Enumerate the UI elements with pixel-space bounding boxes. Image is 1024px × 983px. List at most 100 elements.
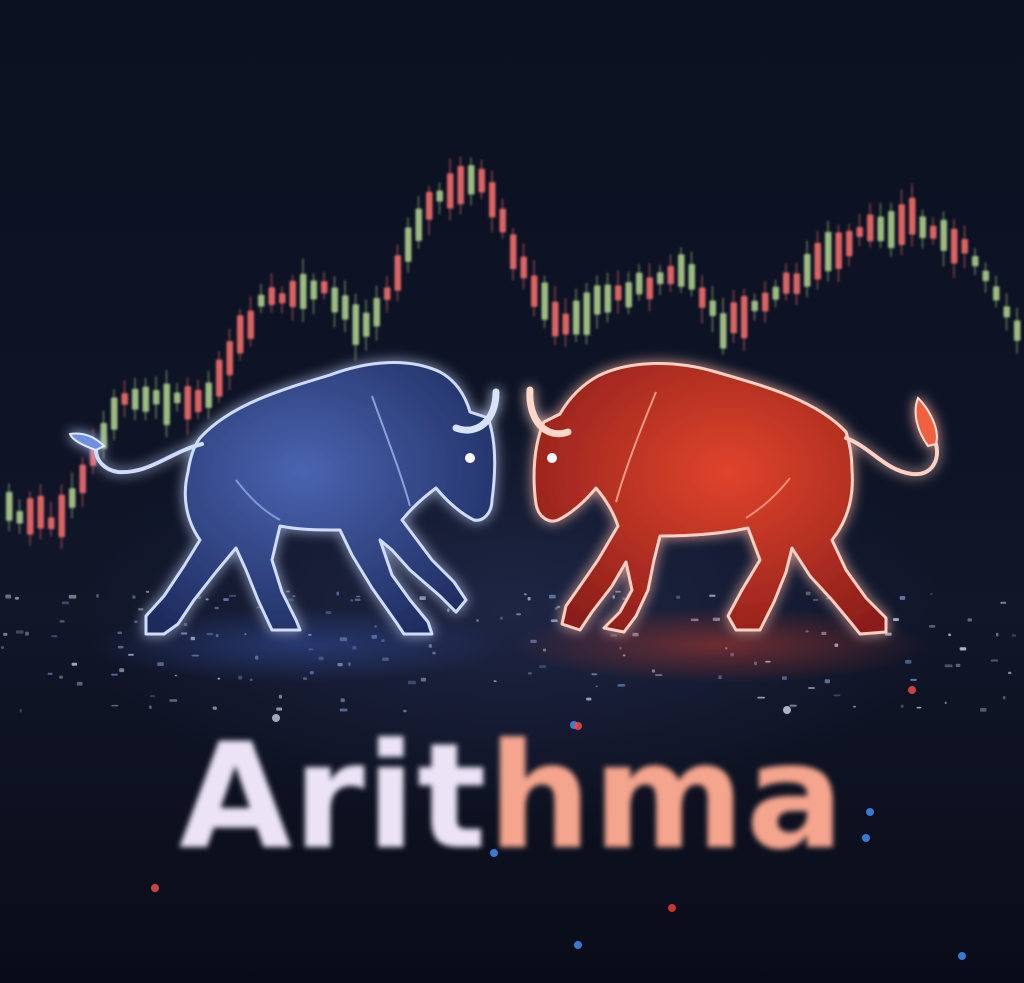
candle-body [373,297,380,327]
candle-body [48,517,55,530]
candle-body [888,210,895,249]
candle-body [436,190,443,202]
candle-body [153,390,160,405]
floor-sparkle [340,698,345,703]
candle-body [1003,306,1010,318]
candle-body [573,300,580,335]
floor-sparkle [1008,671,1012,675]
floor-sparkle [527,597,531,601]
candle-body [846,230,853,257]
floor-sparkle [336,591,339,596]
floor-sparkle [948,633,951,637]
candle-body [415,208,422,242]
floor-sparkle [676,595,681,599]
candle-body [195,389,202,413]
candle-body [720,313,727,349]
floor-sparkle [955,663,961,668]
candle-body [489,182,496,218]
candle-body [6,491,13,521]
floor-sparkle [447,608,450,612]
wordmark-part-accent: hma [487,712,846,882]
floor-sparkle [852,705,857,708]
candle-body [783,272,790,294]
floor-sparkle [995,632,999,637]
candle-body [58,494,65,538]
floor-sparkle [527,672,532,675]
candle-body [69,488,76,508]
bokeh-dot [866,808,874,816]
floor-sparkle [789,704,797,707]
candle-body [867,214,874,242]
candle-body [594,285,601,315]
candle-body [604,284,611,313]
candle-body [174,392,181,404]
floor-sparkle [228,594,237,597]
candle-body [951,228,958,264]
floor-sparkle [493,680,497,683]
candle-body [258,294,265,307]
floor-sparkle [959,647,967,651]
floor-sparkle [14,596,19,600]
floor-sparkle [276,707,283,711]
candle-body [972,255,979,267]
candle-body [27,498,34,535]
floor-sparkle [612,595,615,599]
floor-sparkle [285,590,290,593]
candle-body [961,238,968,254]
floor-sparkle [1,646,4,649]
floor-sparkle [538,665,547,669]
floor-sparkle [111,704,119,707]
floor-sparkle [76,681,83,686]
floor-sparkle [19,709,22,713]
candle-body [541,282,548,320]
candle-body [447,173,454,209]
candle-body [331,287,338,313]
floor-sparkle [59,675,63,679]
bokeh-dot [783,706,791,714]
candle-body [478,168,485,193]
candle-body [142,386,149,412]
candle-body [79,464,86,494]
candle-body [898,204,905,245]
candle-body [268,287,275,306]
candle-body [216,359,223,397]
floor-sparkle [47,672,53,675]
candle-body [237,315,244,354]
red-bull-figure [526,362,939,636]
candle-body [163,383,170,426]
candle-body [300,273,307,309]
candle-body [226,341,233,376]
candle-body [37,495,44,529]
floor-sparkle [71,662,78,666]
floor-sparkle [516,613,521,616]
candle-body [520,256,527,279]
candle-body [552,301,559,337]
floor-sparkle [61,601,70,605]
floor-sparkle [617,684,626,687]
floor-sparkle [1002,696,1006,700]
floor-sparkle [967,618,972,622]
candle-body [741,296,748,339]
floor-sparkle [212,706,217,710]
bokeh-dot [908,686,916,694]
candle-body [793,273,800,294]
floor-sparkle [990,659,999,662]
candle-body [16,510,23,524]
candle-body [352,304,359,346]
floor-sparkle [119,668,125,673]
candle-body [646,277,653,300]
candle-body [982,270,989,282]
candle-body [562,313,569,335]
floor-sparkle [132,595,136,599]
floor-sparkle [825,597,829,600]
candle-body [940,219,947,251]
candle-body [384,287,391,300]
floor-sparkle [1000,601,1007,604]
floor-sparkle [554,607,558,610]
candle-body [657,272,664,285]
candle-body [636,272,643,295]
candle-body [111,397,118,430]
floor-sparkle [944,701,947,704]
candle-body [184,386,191,420]
